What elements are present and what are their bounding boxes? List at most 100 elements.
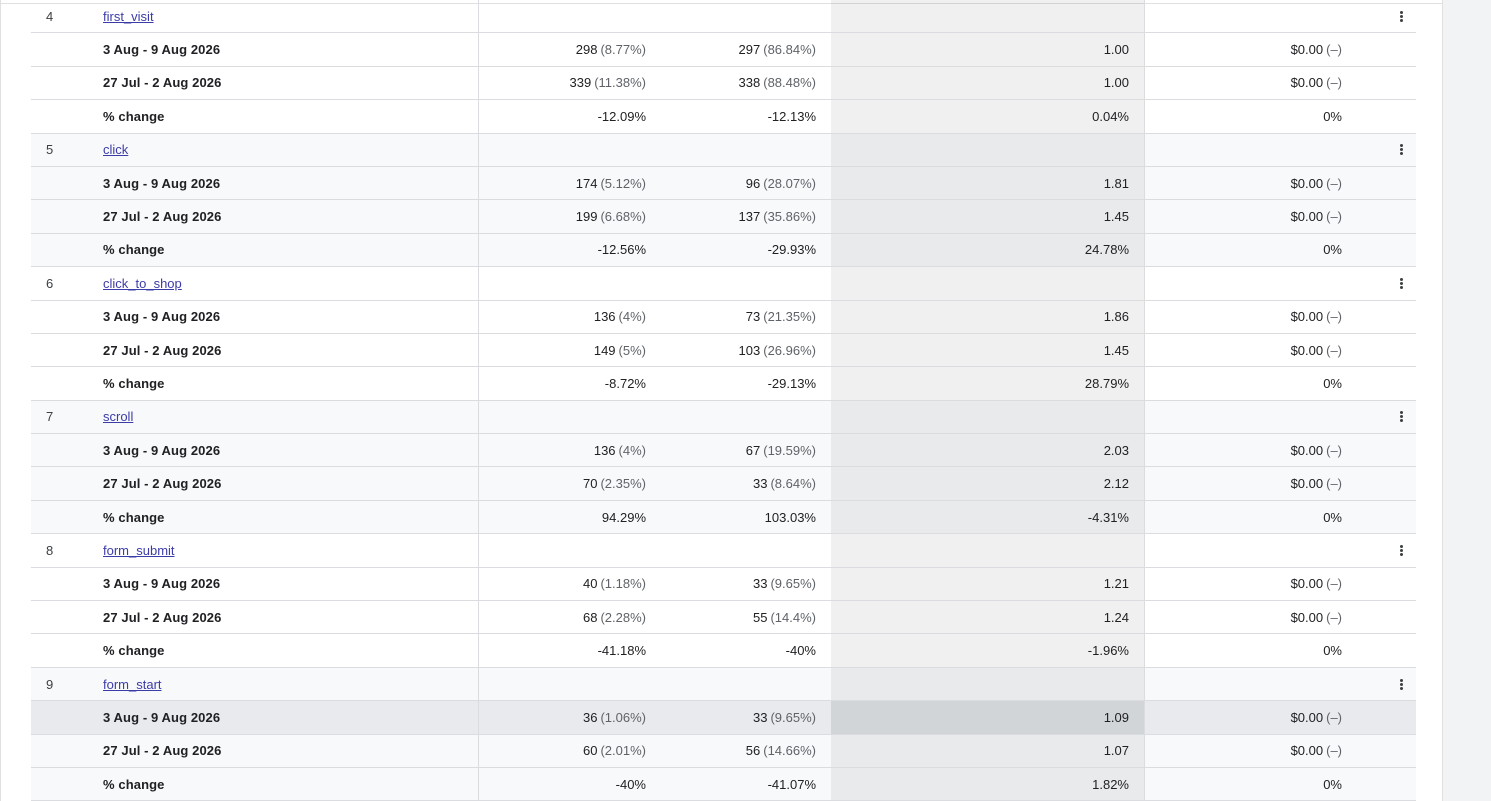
revenue-share: (–) xyxy=(1326,442,1342,458)
row-menu-button[interactable] xyxy=(1386,668,1416,700)
total-users-value: -40% xyxy=(785,643,816,659)
event-row[interactable]: 8 form_submit xyxy=(31,534,1416,568)
total-users-share: (14.4%) xyxy=(770,609,816,625)
event-name-link[interactable]: form_submit xyxy=(103,542,175,558)
row-menu-button[interactable] xyxy=(1386,401,1416,433)
table-row[interactable]: 3 Aug - 9 Aug 2026 298 (8.77%) 297 (86.84%… xyxy=(31,33,1416,67)
table-row[interactable]: % change -12.56% -29.93% 24.78% 0% xyxy=(31,233,1416,268)
event-name-cell: scroll xyxy=(101,401,478,433)
table-row[interactable]: 27 Jul - 2 Aug 2026 68 (2.28%) 55 (14.4%) … xyxy=(31,601,1416,635)
table-row[interactable]: % change -8.72% -29.13% 28.79% 0% xyxy=(31,367,1416,401)
rank-cell xyxy=(31,301,101,333)
event-count-value: 298 xyxy=(575,42,598,58)
event-rank: 5 xyxy=(46,142,54,158)
table-row[interactable]: 3 Aug - 9 Aug 2026 36 (1.06%) 33 (9.65%) 1… xyxy=(31,701,1416,735)
revenue-cell: $0.00 (–) xyxy=(1144,467,1342,500)
events-per-user-value: 1.45 xyxy=(1103,209,1129,225)
event-name-link[interactable]: scroll xyxy=(103,409,134,425)
event-rank: 8 xyxy=(46,542,54,558)
table-row[interactable]: % change -41.18% -40% -1.96% 0% xyxy=(31,634,1416,668)
date-range-cell: % change xyxy=(101,234,478,266)
row-menu-button[interactable] xyxy=(1386,534,1416,566)
event-count-value: 199 xyxy=(575,209,598,225)
date-range-label: 3 Aug - 9 Aug 2026 xyxy=(103,42,221,58)
total-users-share: (86.84%) xyxy=(763,42,816,58)
table-row[interactable]: 27 Jul - 2 Aug 2026 149 (5%) 103 (26.96%) … xyxy=(31,333,1416,368)
revenue-cell: 0% xyxy=(1144,634,1342,667)
table-row[interactable]: 3 Aug - 9 Aug 2026 136 (4%) 73 (21.35%) 1.… xyxy=(31,300,1416,334)
total-users-value: 297 xyxy=(738,42,761,58)
table-row[interactable]: 3 Aug - 9 Aug 2026 136 (4%) 67 (19.59%) 2.… xyxy=(31,434,1416,468)
event-count-value: 94.29% xyxy=(601,509,646,525)
revenue-value: $0.00 xyxy=(1290,576,1324,592)
table-row[interactable]: 27 Jul - 2 Aug 2026 199 (6.68%) 137 (35.86… xyxy=(31,200,1416,234)
event-row[interactable]: 6 click_to_shop xyxy=(31,267,1416,301)
event-row[interactable]: 5 click xyxy=(31,133,1416,167)
event-count-share: (2.28%) xyxy=(600,609,646,625)
event-count-share: (8.77%) xyxy=(600,42,646,58)
event-count-value: 339 xyxy=(569,75,592,91)
event-metric-3 xyxy=(831,534,1144,567)
event-row[interactable]: 4 first_visit xyxy=(31,0,1416,34)
event-count-cell: 298 (8.77%) xyxy=(478,33,650,66)
rank-cell xyxy=(31,634,101,666)
total-users-cell: -40% xyxy=(650,634,821,666)
revenue-cell: $0.00 (–) xyxy=(1144,33,1342,66)
row-menu-button[interactable] xyxy=(1386,134,1416,166)
date-range-cell: % change xyxy=(101,634,478,666)
event-name-link[interactable]: click xyxy=(103,142,129,158)
revenue-value: $0.00 xyxy=(1290,75,1324,91)
row-menu-button[interactable] xyxy=(1386,267,1416,299)
revenue-value: $0.00 xyxy=(1290,442,1324,458)
event-count-cell: 94.29% xyxy=(478,500,650,534)
event-name-link[interactable]: form_start xyxy=(103,676,162,692)
event-count-value: -12.56% xyxy=(597,242,646,258)
event-count-cell: 40 (1.18%) xyxy=(478,567,650,601)
total-users-cell: 338 (88.48%) xyxy=(650,67,821,99)
event-name-cell: form_start xyxy=(101,668,478,700)
total-users-cell: 103.03% xyxy=(650,501,821,533)
date-range-label: 27 Jul - 2 Aug 2026 xyxy=(103,342,222,358)
rank-cell xyxy=(31,234,101,266)
events-per-user-cell: 0.04% xyxy=(831,100,1144,133)
event-metric-2 xyxy=(650,0,821,32)
total-users-value: -12.13% xyxy=(767,108,816,124)
revenue-value: $0.00 xyxy=(1290,309,1324,325)
total-users-value: 103 xyxy=(738,342,761,358)
table-row[interactable]: 27 Jul - 2 Aug 2026 70 (2.35%) 33 (8.64%) … xyxy=(31,467,1416,501)
events-per-user-value: 28.79% xyxy=(1084,375,1129,391)
event-name-link[interactable]: click_to_shop xyxy=(103,275,182,291)
table-row[interactable]: % change -40% -41.07% 1.82% 0% xyxy=(31,767,1416,801)
event-metric-1 xyxy=(478,133,650,166)
revenue-value: 0% xyxy=(1323,242,1342,258)
total-users-cell: -29.13% xyxy=(650,367,821,399)
total-users-value: 96 xyxy=(745,175,761,191)
event-name-link[interactable]: first_visit xyxy=(103,8,154,24)
event-metric-1 xyxy=(478,267,650,300)
table-row[interactable]: 3 Aug - 9 Aug 2026 174 (5.12%) 96 (28.07%)… xyxy=(31,166,1416,201)
table-row[interactable]: % change 94.29% 103.03% -4.31% 0% xyxy=(31,500,1416,535)
event-count-cell: 60 (2.01%) xyxy=(478,734,650,767)
revenue-cell: $0.00 (–) xyxy=(1144,734,1342,767)
date-range-cell: 27 Jul - 2 Aug 2026 xyxy=(101,67,478,99)
table-row[interactable]: 27 Jul - 2 Aug 2026 339 (11.38%) 338 (88.4… xyxy=(31,66,1416,101)
table-row[interactable]: % change -12.09% -12.13% 0.04% 0% xyxy=(31,100,1416,134)
table-row[interactable]: 27 Jul - 2 Aug 2026 60 (2.01%) 56 (14.66%)… xyxy=(31,734,1416,768)
events-per-user-value: 1.81 xyxy=(1103,175,1129,191)
table-row[interactable]: 3 Aug - 9 Aug 2026 40 (1.18%) 33 (9.65%) 1… xyxy=(31,567,1416,602)
revenue-share: (–) xyxy=(1326,209,1342,225)
event-row[interactable]: 9 form_start xyxy=(31,667,1416,702)
event-metric-4 xyxy=(1144,667,1342,701)
revenue-value: 0% xyxy=(1323,776,1342,792)
revenue-cell: 0% xyxy=(1144,367,1342,400)
revenue-share: (–) xyxy=(1326,309,1342,325)
event-row[interactable]: 7 scroll xyxy=(31,400,1416,435)
date-range-label: % change xyxy=(103,509,165,525)
event-count-value: 70 xyxy=(583,476,598,492)
more-vert-icon xyxy=(1399,10,1403,22)
events-table: 4 first_visit 3 Aug - 9 Aug 2026 298 (8.7… xyxy=(31,0,1416,801)
total-users-value: -29.93% xyxy=(767,242,816,258)
event-count-share: (6.68%) xyxy=(600,209,646,225)
event-count-share: (5.12%) xyxy=(600,175,646,191)
row-menu-button[interactable] xyxy=(1386,0,1416,32)
